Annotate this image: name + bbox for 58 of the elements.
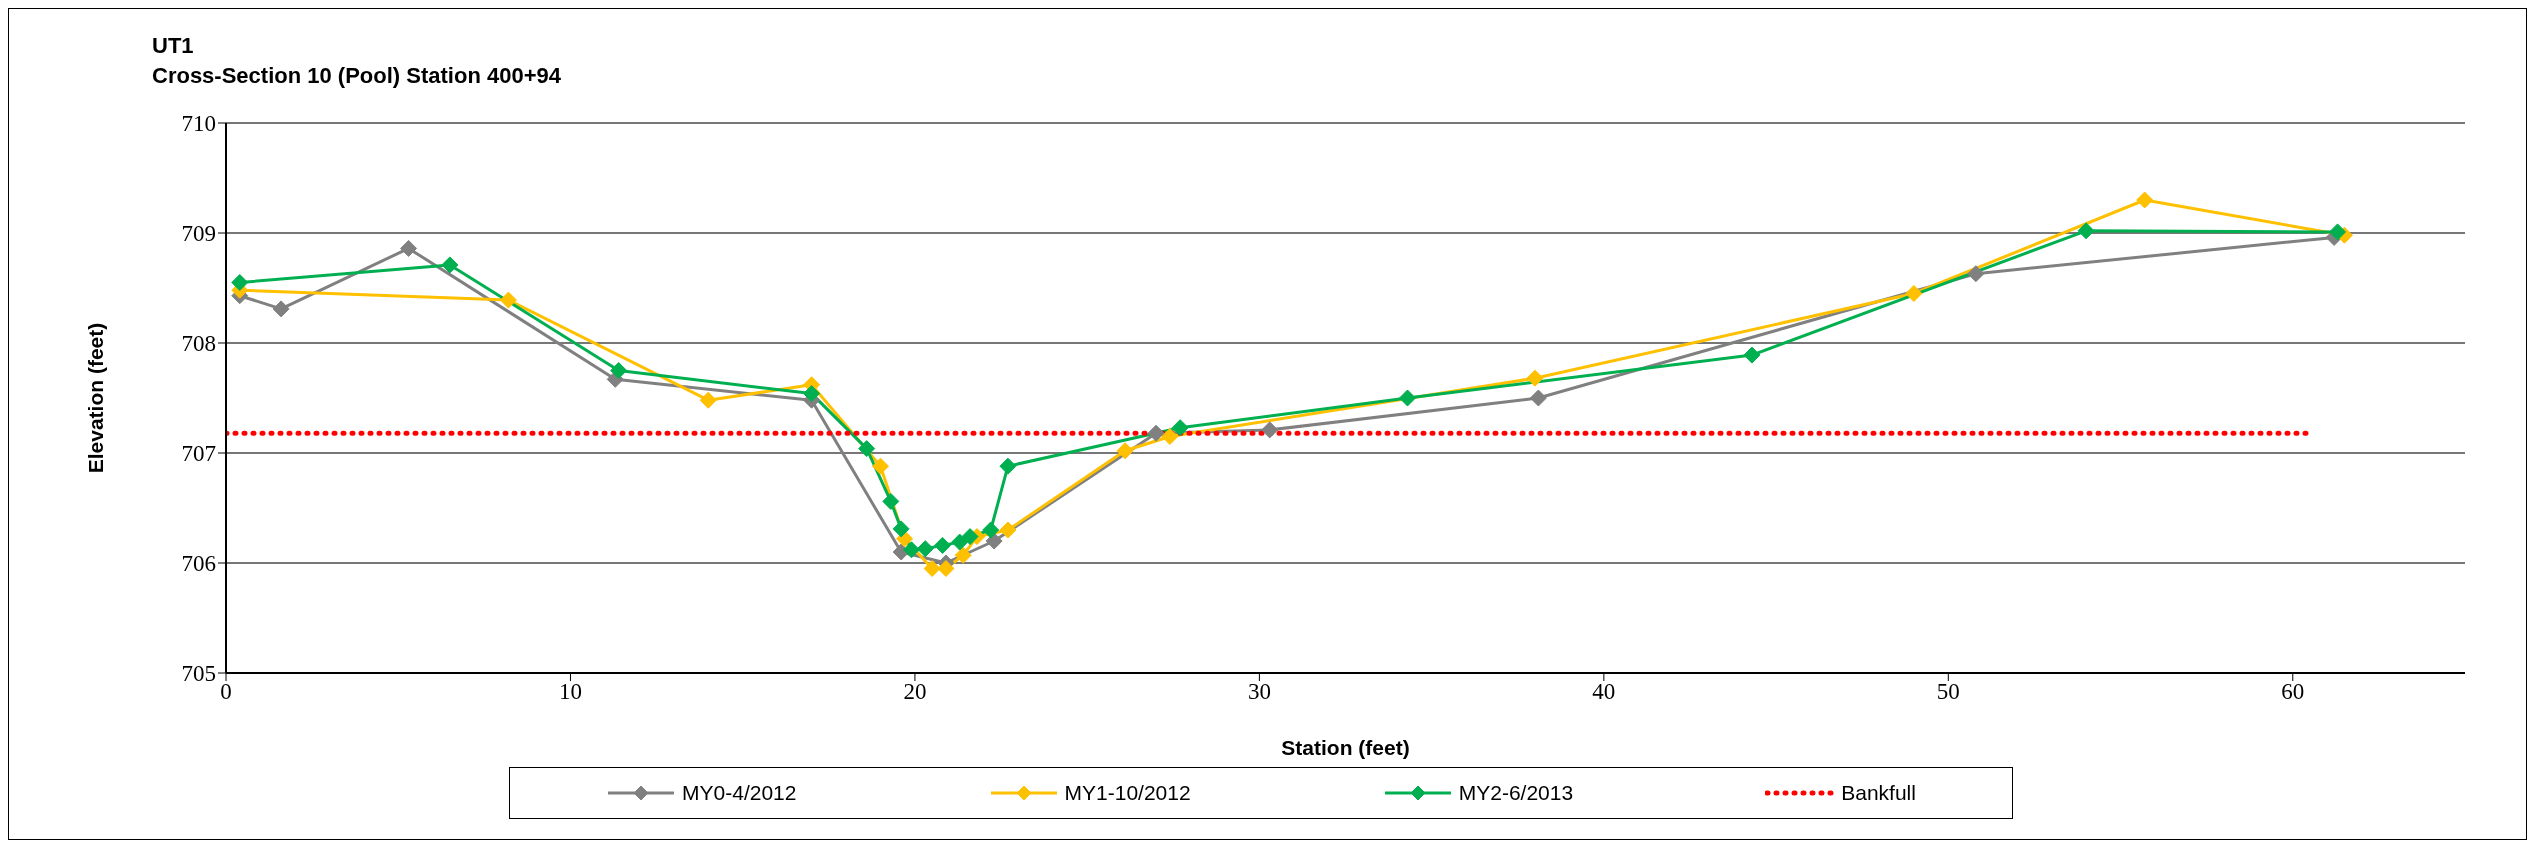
point [1116,442,1134,460]
legend-label: MY0-4/2012 [682,781,797,805]
x-tick-label: 20 [903,679,927,705]
point [1529,389,1547,407]
x-tick-label: 40 [1592,679,1616,705]
y-tick-label: 705 [181,661,216,687]
chart-subtitle: Cross-Section 10 (Pool) Station 400+94 [152,62,561,90]
point [699,391,717,409]
legend-label: Bankfull [1841,781,1916,805]
point [1743,346,1761,364]
point [1147,424,1165,442]
point [937,560,955,577]
point [999,457,1017,475]
point [231,274,249,291]
point [961,528,979,546]
point [2136,191,2154,209]
point [923,560,941,577]
point [441,256,459,274]
y-tick-label: 707 [181,441,216,467]
y-tick-label: 706 [181,551,216,577]
x-tick-label: 50 [1936,679,1960,705]
x-tick-label: 0 [220,679,232,705]
point [871,457,889,475]
point [1967,265,1985,283]
y-tick-label: 708 [181,331,216,357]
point [2329,223,2347,241]
point [803,385,821,403]
y-axis-title: Elevation (feet) [84,322,108,474]
point [1526,369,1544,387]
point [1905,285,1923,302]
point [272,300,290,318]
y-tick-label: 709 [181,221,216,247]
point [954,546,972,564]
point [2077,222,2095,240]
point [999,521,1017,539]
chart-title: UT1 [152,32,195,60]
point [902,541,920,559]
x-tick-label: 30 [1247,679,1271,705]
point [916,540,934,558]
point [1261,421,1279,439]
point [858,440,876,458]
point [610,362,628,379]
point [1171,419,1189,437]
x-axis-title: Station (feet) [1281,736,1410,759]
x-tick-label: 10 [558,679,582,705]
legend-label: MY1-10/2012 [1064,781,1191,805]
point [400,239,418,257]
point [982,521,1000,539]
y-tick-label: 710 [181,111,216,137]
point [892,520,910,538]
point [499,291,517,309]
point [1399,389,1416,407]
point [882,492,900,510]
x-tick-label: 60 [2281,679,2305,705]
point [1161,428,1179,445]
point [933,536,951,554]
legend-label: MY2-6/2013 [1458,781,1574,805]
point [951,533,969,551]
